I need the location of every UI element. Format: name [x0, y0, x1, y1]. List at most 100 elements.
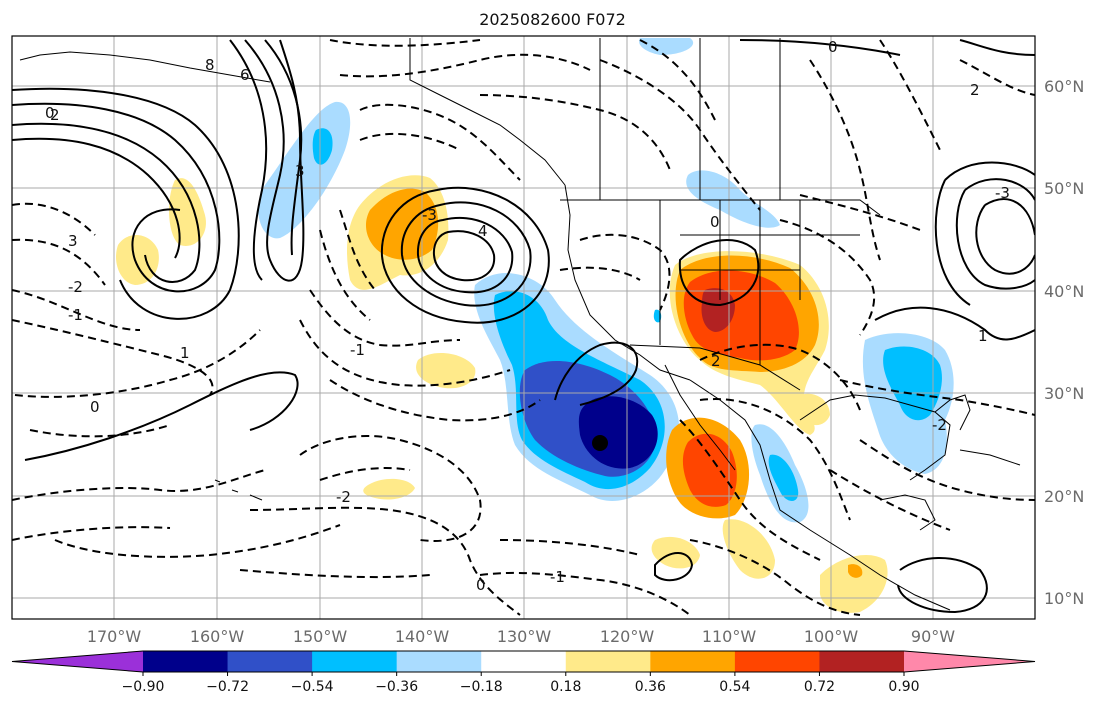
- contour-solid-bering-2: [12, 122, 201, 283]
- contour-label: 2: [711, 352, 721, 370]
- contour-dashed-us-2: [559, 266, 641, 281]
- contour-solid-bering-1: [12, 102, 221, 293]
- colorbar-tick-label: −0.18: [460, 679, 503, 695]
- contour-dashed-south-pacific-2: [499, 539, 641, 556]
- contour-label: -3: [422, 206, 437, 224]
- florida: [934, 394, 971, 431]
- contour-label: 8: [205, 56, 215, 74]
- contour-solid-low-gulf-3: [432, 230, 496, 282]
- contour-solid-low-gulf-1: [400, 201, 532, 307]
- blue-anomaly-mexico-inner: [768, 454, 799, 502]
- contours-dashed: [12, 39, 1035, 616]
- blue-anomaly-gulf-small: [312, 128, 333, 165]
- colorbar-tick-label: 0.90: [888, 679, 919, 695]
- hawaii: [214, 479, 263, 501]
- contour-label: -3: [995, 184, 1010, 202]
- contour-dashed-west-2: [12, 238, 106, 286]
- colorbar-segment: [312, 651, 398, 672]
- lat-tick: 20°N: [1044, 487, 1084, 506]
- lon-tick: 130°W: [497, 627, 552, 646]
- contour-dashed-west-6: [29, 424, 171, 438]
- contour-dashed-west-1: [12, 202, 96, 236]
- contour-label: -2: [932, 416, 947, 434]
- contour-dashed-us-3: [699, 343, 861, 411]
- contour-dashed-pacific-3: [329, 379, 541, 422]
- contour-dashed-east-3: [839, 379, 1035, 416]
- colorbar-segment: [734, 651, 820, 672]
- us-mexico-border: [629, 344, 801, 391]
- lat-tick: 10°N: [1044, 589, 1084, 608]
- canada-provinces: [599, 38, 781, 200]
- contour-dashed-east-1: [779, 219, 876, 336]
- contour-dashed-pacific-1: [309, 289, 461, 347]
- lat-tick: 30°N: [1044, 384, 1084, 403]
- contour-solid-baja-high: [554, 341, 639, 406]
- contour-dashed-canada-1: [599, 59, 761, 211]
- contour-solid-goa-2: [229, 39, 268, 281]
- yellow-anomaly-texas: [797, 393, 830, 426]
- lon-tick: 150°W: [293, 627, 348, 646]
- contour-dashed-alaska-2: [339, 53, 591, 78]
- contour-label: -1: [68, 306, 83, 324]
- colorbar-extend-low: [12, 651, 143, 672]
- colorbar-segment: [227, 651, 313, 672]
- contour-label: 0: [45, 104, 55, 122]
- contour-solid-us-high: [678, 238, 760, 307]
- yucatan: [879, 494, 936, 531]
- contour-label: 2: [50, 106, 60, 124]
- latitude-axis: 60°N 50°N 40°N 30°N 20°N 10°N: [1044, 77, 1084, 608]
- contour-label: 1: [978, 327, 988, 345]
- darkred-anomaly-four-corners: [701, 288, 735, 332]
- colorbar-tick-label: 0.18: [550, 679, 581, 695]
- colorbar-segment: [650, 651, 736, 672]
- contour-label: 0: [710, 213, 720, 231]
- contour-label: 2: [970, 81, 980, 99]
- contour-dashed-mid-3: [249, 506, 521, 616]
- contour-dashed-canada-2: [639, 39, 716, 121]
- contour-label: 0: [828, 38, 838, 56]
- mexico-coast: [689, 379, 951, 611]
- contour-dashed-mexico-3: [689, 539, 861, 616]
- contour-dashed-us-1: [579, 233, 671, 311]
- contour-dashed-alaska-1: [329, 39, 481, 47]
- lat-tick: 50°N: [1044, 179, 1084, 198]
- lon-tick: 140°W: [395, 627, 450, 646]
- state-lines: [659, 200, 860, 365]
- contour-dashed-west-8: [12, 526, 171, 541]
- yellow-anomaly-hawaii-ne: [416, 353, 476, 389]
- gridlines: [12, 36, 1035, 619]
- contour-dashed-west-7: [12, 469, 266, 501]
- contour-solid-caribbean: [897, 557, 988, 614]
- contour-dashed-west-3: [12, 289, 141, 331]
- lon-tick: 90°W: [911, 627, 955, 646]
- contour-dashed-gulf-3: [339, 209, 376, 291]
- yellow-anomaly-baja-south: [722, 519, 775, 579]
- yellow-anomaly-north-pacific: [115, 234, 159, 285]
- map-area: 0 2 3 -1 -2 -3 4 6 8 1 0 -1 -2 2 3 -1 0 …: [12, 36, 1035, 619]
- yellow-anomaly-small-west: [363, 478, 415, 500]
- contour-dashed-canada-5: [959, 59, 1035, 96]
- orange-anomaly-central-america: [848, 564, 863, 578]
- contour-dashed-mexico-1: [699, 398, 851, 521]
- alaska-coast: [409, 38, 566, 186]
- gulf-coast: [799, 394, 951, 481]
- colorbar-tick-label: −0.36: [375, 679, 418, 695]
- contour-solid-gulf: [874, 306, 1035, 341]
- contour-label: -1: [550, 568, 565, 586]
- contour-solid-east-low-3: [934, 161, 1035, 306]
- us-west-coast: [564, 184, 691, 381]
- lon-tick: 110°W: [702, 627, 757, 646]
- colorbar-extend-high: [904, 651, 1035, 672]
- contour-solid-alaska-north: [739, 39, 1035, 56]
- contour-dashed-southeast-pacific: [479, 571, 691, 616]
- colorbar-tick-label: 0.36: [635, 679, 666, 695]
- lon-tick: 170°W: [87, 627, 142, 646]
- contour-dashed-west-9: [54, 524, 341, 558]
- cuba: [959, 449, 1021, 466]
- colorbar-segment: [481, 651, 567, 672]
- lat-tick: 60°N: [1044, 77, 1084, 96]
- colorbar-tick-label: 0.54: [719, 679, 750, 695]
- contour-label: 6: [240, 66, 250, 84]
- contour-solid-east-low-1: [975, 198, 1035, 275]
